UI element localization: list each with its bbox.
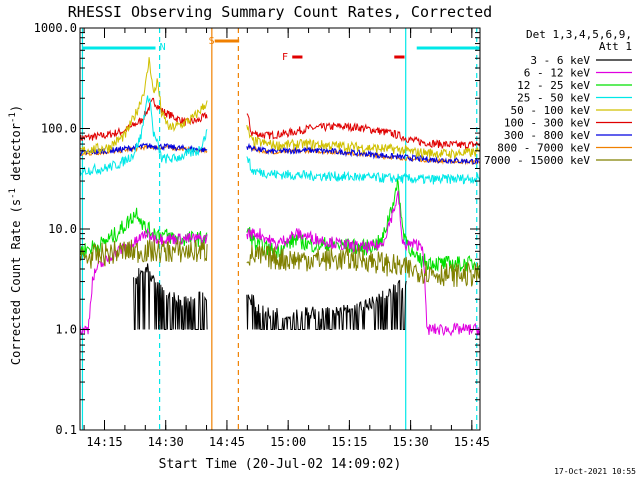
series-line-8-1 [246,279,407,330]
y-axis-label-end: ) [9,105,23,112]
legend-label-1: 6 - 12 keV [524,67,591,80]
axes: 1000.0 100.0 10.0 1.0 0.1 14:15 14:30 14:45 15:0… [34,21,490,449]
y-axis-label-mid: detector [9,123,23,188]
legend-label-8: 7000 - 15000 keV [484,154,590,167]
series-line-3-1 [246,124,481,160]
y-axis-label-sup1: -1 [8,188,18,199]
x-tick-label-5: 15:30 [393,435,429,449]
legend-label-4: 50 - 100 keV [511,104,591,117]
series-3-6-kev [133,263,407,330]
legend-header-1: Det 1,3,4,5,6,9, [526,28,632,41]
series-line-2-0 [79,142,208,156]
series-line-0-1 [246,113,481,151]
series-25-50-kev [79,95,481,185]
chart-title: RHESSI Observing Summary Count Rates, Co… [68,3,492,21]
series-line-6-0 [79,228,208,336]
series-line-7-0 [79,239,208,269]
x-tick-label-0: 14:15 [86,435,122,449]
legend-header-2: Att 1 [599,40,632,53]
plot-area: N S F [79,28,481,430]
y-tick-label-2: 10.0 [48,222,77,236]
x-tick-label-1: 14:30 [148,435,184,449]
y-tick-label-1: 100.0 [41,122,77,136]
x-tick-label-4: 15:15 [331,435,367,449]
x-tick-label-6: 15:45 [454,435,490,449]
series-line-6-1 [246,190,481,337]
series-line-3-0 [79,57,208,156]
series-7000-15000-kev [79,239,481,287]
legend-label-3: 25 - 50 keV [517,92,590,105]
flag-f: F [282,52,288,63]
y-axis-label: Corrected Count Rate (s-1 detector-1) [8,105,23,365]
flag-s: S [209,36,215,47]
legend-label-2: 12 - 25 keV [517,79,590,92]
y-tick-label-0: 1000.0 [34,21,77,35]
x-axis-label: Start Time (20-Jul-02 14:09:02) [159,457,402,472]
legend-label-7: 800 - 7000 keV [497,142,590,155]
legend-label-6: 300 - 800 keV [504,129,590,142]
series-line-4-1 [246,156,481,185]
timestamp: 17-Oct-2021 10:55 [554,467,636,476]
y-tick-label-3: 1.0 [55,323,77,337]
x-tick-label-2: 14:45 [209,435,245,449]
y-axis-label-main: Corrected Count Rate (s [9,199,23,365]
series-50-100-kev [79,57,481,160]
plot-frame [79,27,481,431]
x-tick-label-3: 15:00 [270,435,306,449]
series-line-7-1 [246,244,481,287]
y-tick-label-4: 0.1 [55,423,77,437]
series-300-800-kev [79,142,480,165]
series-line-8-0 [133,263,208,330]
legend-label-5: 100 - 300 keV [504,117,590,130]
y-axis-label-sup2: -1 [8,112,18,123]
series-6-12-kev [79,190,481,337]
series-line-2-1 [246,142,480,165]
legend-label-0: 3 - 6 keV [530,54,590,67]
flag-n: N [160,42,166,53]
series-line-4-0 [79,95,208,177]
